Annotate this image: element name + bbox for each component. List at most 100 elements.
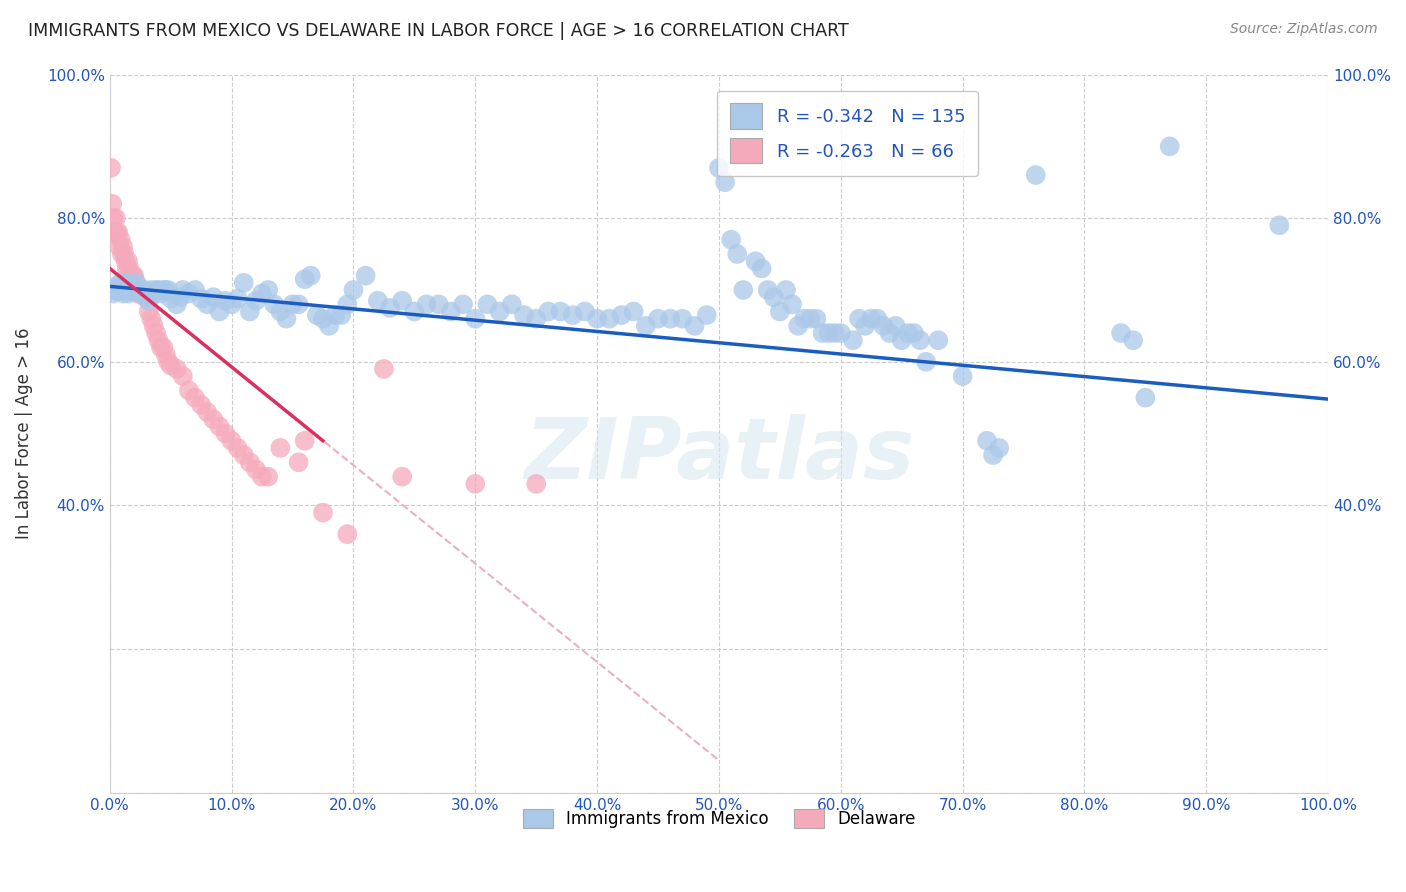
Point <box>132 283 155 297</box>
Point <box>226 441 249 455</box>
Point <box>404 304 426 318</box>
Point <box>1135 391 1157 405</box>
Point <box>915 355 938 369</box>
Point <box>330 308 353 322</box>
Point <box>142 286 165 301</box>
Point <box>312 311 335 326</box>
Point <box>427 297 450 311</box>
Point <box>142 318 165 333</box>
Point <box>184 391 207 405</box>
Point <box>112 247 135 261</box>
Point <box>190 292 212 306</box>
Point <box>103 286 125 301</box>
Point <box>830 326 852 340</box>
Point <box>104 211 127 226</box>
Point <box>884 318 907 333</box>
Point <box>118 283 141 297</box>
Point <box>269 441 291 455</box>
Point <box>318 318 340 333</box>
Point <box>132 286 155 301</box>
Point <box>131 283 153 297</box>
Point <box>342 283 364 297</box>
Point <box>169 290 191 304</box>
Point <box>323 308 346 322</box>
Point <box>111 247 134 261</box>
Point <box>415 297 437 311</box>
Point <box>111 283 134 297</box>
Point <box>159 359 181 373</box>
Point <box>775 283 797 297</box>
Point <box>824 326 846 340</box>
Point <box>294 434 316 448</box>
Point <box>110 276 132 290</box>
Point <box>524 476 547 491</box>
Point <box>112 286 135 301</box>
Point <box>155 283 177 297</box>
Point <box>152 283 174 297</box>
Point <box>202 412 225 426</box>
Point <box>281 297 304 311</box>
Point <box>866 311 889 326</box>
Point <box>524 311 547 326</box>
Point <box>105 283 128 297</box>
Point <box>131 283 153 297</box>
Point <box>122 283 145 297</box>
Point <box>744 254 766 268</box>
Text: ZIPatlas: ZIPatlas <box>524 414 914 497</box>
Point <box>184 283 207 297</box>
Point <box>245 293 267 308</box>
Point <box>976 434 998 448</box>
Point <box>149 340 172 354</box>
Point <box>221 434 243 448</box>
Point <box>853 318 876 333</box>
Point <box>1159 139 1181 153</box>
Point <box>110 233 132 247</box>
Point <box>157 283 180 297</box>
Point <box>118 261 141 276</box>
Point <box>159 292 181 306</box>
Point <box>128 283 150 297</box>
Point <box>714 175 737 189</box>
Point <box>104 283 127 297</box>
Point <box>122 268 145 283</box>
Point <box>981 448 1004 462</box>
Point <box>239 455 262 469</box>
Point <box>269 304 291 318</box>
Point <box>287 297 309 311</box>
Point <box>166 362 188 376</box>
Point <box>927 333 949 347</box>
Point <box>440 304 463 318</box>
Point <box>733 283 755 297</box>
Point <box>696 308 718 322</box>
Point <box>208 419 231 434</box>
Point <box>104 226 127 240</box>
Point <box>157 355 180 369</box>
Point <box>145 283 167 297</box>
Point <box>586 311 609 326</box>
Point <box>121 268 143 283</box>
Point <box>817 326 839 340</box>
Point <box>647 311 669 326</box>
Point <box>848 311 870 326</box>
Point <box>177 384 200 398</box>
Point <box>513 308 536 322</box>
Point <box>103 211 125 226</box>
Point <box>214 293 236 308</box>
Point <box>391 469 413 483</box>
Point <box>250 286 273 301</box>
Point <box>787 318 810 333</box>
Point <box>177 286 200 301</box>
Point <box>122 268 145 283</box>
Point <box>232 276 254 290</box>
Point <box>952 369 974 384</box>
Point <box>135 290 157 304</box>
Point <box>101 283 124 297</box>
Point <box>451 297 474 311</box>
Point <box>128 283 150 297</box>
Point <box>671 311 693 326</box>
Point <box>610 308 633 322</box>
Point <box>135 290 157 304</box>
Point <box>125 283 148 297</box>
Point <box>373 362 395 376</box>
Point <box>464 476 486 491</box>
